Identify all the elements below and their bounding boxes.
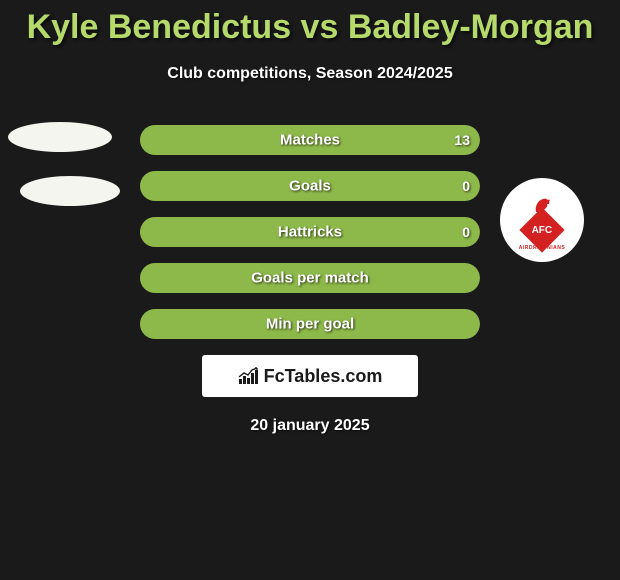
brand-text: FcTables.com [264, 366, 383, 387]
stat-value-right: 0 [462, 178, 470, 194]
stat-row: Matches 13 [140, 125, 480, 155]
comparison-title: Kyle Benedictus vs Badley-Morgan [0, 0, 620, 47]
brand-chart-icon [238, 367, 260, 385]
stat-row: Min per goal [140, 309, 480, 339]
stat-value-right: 0 [462, 224, 470, 240]
stat-row: Goals 0 [140, 171, 480, 201]
stat-label: Min per goal [266, 316, 354, 333]
afc-logo: AFC AIRDRIEONIANS [507, 185, 577, 255]
stat-label: Hattricks [278, 224, 342, 241]
stat-value-right: 13 [454, 132, 470, 148]
season-subtitle: Club competitions, Season 2024/2025 [0, 65, 620, 83]
stat-row: Goals per match [140, 263, 480, 293]
player1-badge-bottom [20, 176, 120, 206]
afc-text: AFC [532, 225, 553, 236]
brand-box: FcTables.com [202, 355, 418, 397]
stat-label: Matches [280, 132, 340, 149]
player2-club-badge: AFC AIRDRIEONIANS [500, 178, 584, 262]
stat-row: Hattricks 0 [140, 217, 480, 247]
stat-label: Goals per match [251, 270, 369, 287]
player1-badge-top [8, 122, 112, 152]
stat-label: Goals [289, 178, 331, 195]
snapshot-date: 20 january 2025 [0, 417, 620, 435]
afc-banner: AIRDRIEONIANS [519, 245, 566, 251]
